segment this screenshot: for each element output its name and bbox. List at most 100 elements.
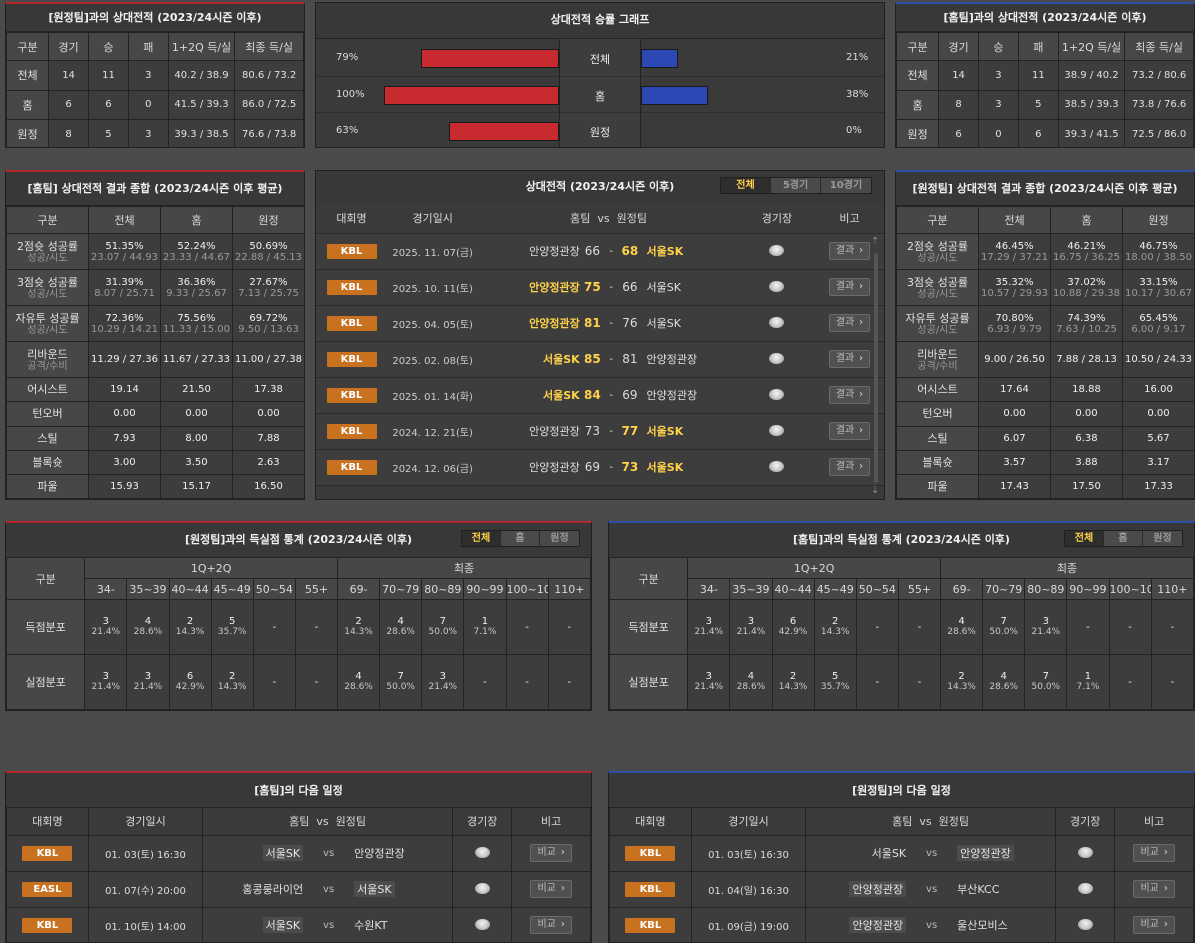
away-win-bar: [641, 85, 708, 105]
stat-label: 스틸: [37, 431, 58, 445]
stadium-icon[interactable]: [769, 245, 785, 257]
column-header: 경기장: [738, 203, 815, 233]
tab-1[interactable]: 홈: [501, 531, 540, 546]
note-cell: 결과 ›: [814, 412, 884, 450]
percent-value: 14.3%: [175, 627, 205, 637]
arrow-up-icon[interactable]: ⇡: [871, 236, 880, 247]
stadium-icon[interactable]: [769, 425, 785, 437]
tab-2[interactable]: 원정: [1153, 533, 1172, 544]
away-team-cell: 서울SK: [350, 870, 454, 908]
tab-1[interactable]: 홈: [1104, 531, 1143, 546]
row-label: 어시스트: [6, 376, 89, 403]
distribution-cell: -: [1108, 599, 1152, 655]
stadium-icon[interactable]: [1077, 883, 1093, 895]
result-label: 결과: [835, 317, 855, 328]
home-score: 69: [579, 448, 606, 486]
range-header: 50~54: [252, 578, 296, 600]
distribution-row: 실점분포 3 21.4% 4 28.6% 2 14.3% 5 35.7% - -2 14.3% 4 28.…: [609, 654, 1194, 710]
cell-value: 31.39% 8.07 / 25.71: [88, 269, 161, 306]
result-button[interactable]: 결과 ›: [828, 350, 871, 368]
stat-detail: 9.33 / 25.67: [166, 287, 227, 299]
compare-button[interactable]: 비교 ›: [530, 916, 572, 934]
stat-value: 3.50: [185, 457, 208, 469]
cell-value: 6: [1017, 119, 1059, 147]
result-button[interactable]: 결과 ›: [828, 314, 871, 332]
stat-detail: 7.13 / 25.75: [238, 287, 299, 299]
column-header: 패: [1017, 32, 1059, 61]
stadium-icon[interactable]: [769, 281, 785, 293]
league-badge: KBL: [326, 351, 377, 367]
count-value: 5: [832, 671, 839, 682]
result-button[interactable]: 결과 ›: [828, 422, 871, 440]
league-badge: KBL: [326, 279, 377, 295]
home-team: 서울SK: [478, 376, 580, 414]
stadium-icon[interactable]: [769, 317, 785, 329]
stadium-icon[interactable]: [769, 353, 785, 365]
score-dash: -: [605, 268, 618, 306]
panel-title: [홈팀]과의 득실점 통계 (2023/24시즌 이후) 전체 홈 원정: [609, 523, 1194, 557]
home-team: 안양정관장: [849, 917, 907, 933]
percent-value: 21.4%: [694, 682, 724, 692]
stat-value: 74.39%: [1067, 312, 1106, 324]
column-header: 경기장: [452, 808, 513, 836]
stadium-icon[interactable]: [769, 461, 785, 473]
note-cell: 결과 ›: [814, 376, 884, 414]
result-label: 결과: [835, 245, 855, 256]
row-label: 전체: [896, 60, 940, 91]
stat-label: 3점슛 성공률: [16, 275, 79, 289]
stat-value: 52.24%: [177, 240, 216, 252]
result-button[interactable]: 결과 ›: [828, 386, 871, 404]
scroll-thumb[interactable]: [874, 253, 878, 483]
cell-value: 3: [127, 119, 169, 147]
compare-button[interactable]: 비교 ›: [1133, 880, 1175, 898]
away-team: 서울SK: [642, 268, 739, 306]
count-value: 1: [481, 616, 489, 627]
tab-2[interactable]: 10경기: [829, 180, 863, 191]
stat-detail: 23.33 / 44.67: [163, 251, 230, 263]
away-header: 원정팀: [616, 211, 648, 225]
arrow-down-icon[interactable]: ⇣: [871, 485, 880, 496]
scrollbar[interactable]: ⇡ ⇣: [871, 236, 880, 496]
cell-value: 38.9 / 40.2: [1057, 60, 1126, 91]
cell-value: 5: [1017, 89, 1059, 120]
stat-value: 17.50: [1072, 481, 1101, 493]
count-value: 3: [1042, 616, 1049, 627]
compare-button[interactable]: 비교 ›: [1133, 916, 1175, 934]
venue-cell: [738, 268, 815, 306]
stadium-icon[interactable]: [474, 847, 490, 859]
league-badge: KBL: [326, 315, 377, 331]
schedule-table: 대회명 경기일시 홈팀 vs 원정팀 경기장 비고 KBL 01. 03(토) 16:30 서…: [6, 808, 591, 942]
result-button[interactable]: 결과 ›: [828, 458, 871, 476]
result-button[interactable]: 결과 ›: [828, 278, 871, 296]
compare-button[interactable]: 비교 ›: [1133, 844, 1175, 862]
count-value: 2: [832, 616, 839, 627]
count-value: -: [314, 621, 319, 633]
stadium-icon[interactable]: [474, 883, 490, 895]
compare-button[interactable]: 비교 ›: [530, 844, 572, 862]
stat-value: 72.36%: [105, 312, 144, 324]
tab-0[interactable]: 전체: [462, 531, 501, 546]
home-team-cell: 서울SK: [202, 834, 308, 872]
tab-2[interactable]: 원정: [550, 533, 569, 544]
stadium-icon[interactable]: [1077, 847, 1093, 859]
tab-0[interactable]: 전체: [721, 178, 771, 193]
range-header: 45~49: [813, 578, 857, 600]
stadium-icon[interactable]: [474, 919, 490, 931]
stat-value: 5.67: [1147, 432, 1170, 444]
result-button[interactable]: 결과 ›: [828, 242, 871, 260]
column-header: 1+2Q 득/실: [1057, 32, 1126, 61]
cell-value: 52.24% 23.33 / 44.67: [160, 233, 233, 270]
chevron-right-icon: ›: [560, 847, 565, 858]
stadium-icon[interactable]: [769, 389, 785, 401]
table-row: 2점슛 성공률 성공/시도 46.45% 17.29 / 37.21 46.21% 16.…: [896, 233, 1194, 270]
stadium-icon[interactable]: [1077, 919, 1093, 931]
compare-button[interactable]: 비교 ›: [530, 880, 572, 898]
stat-value: 46.21%: [1067, 240, 1106, 252]
tab-0[interactable]: 전체: [1065, 531, 1104, 546]
match-date: 01. 04(일) 16:30: [690, 870, 807, 908]
range-header: 69-: [336, 578, 381, 600]
match-row: KBL 2025. 01. 14(화) 서울SK 84-69 안양정관장 결과 ›: [316, 376, 884, 414]
row-label: 파울: [6, 474, 89, 499]
table-row: 파울 17.43 17.50 17.33: [896, 474, 1194, 499]
tab-1[interactable]: 5경기: [771, 178, 821, 193]
